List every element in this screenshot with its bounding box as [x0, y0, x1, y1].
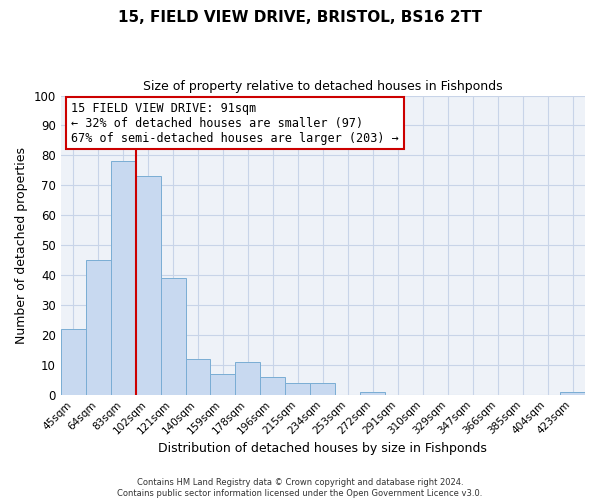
Bar [560, 392, 585, 394]
Bar [61, 329, 86, 394]
Title: Size of property relative to detached houses in Fishponds: Size of property relative to detached ho… [143, 80, 503, 93]
Bar [235, 362, 260, 394]
Bar [310, 383, 335, 394]
Bar [110, 162, 136, 394]
Bar [286, 383, 310, 394]
Text: 15 FIELD VIEW DRIVE: 91sqm
← 32% of detached houses are smaller (97)
67% of semi: 15 FIELD VIEW DRIVE: 91sqm ← 32% of deta… [71, 102, 399, 144]
Y-axis label: Number of detached properties: Number of detached properties [15, 146, 28, 344]
Bar [360, 392, 385, 394]
X-axis label: Distribution of detached houses by size in Fishponds: Distribution of detached houses by size … [158, 442, 487, 455]
Text: Contains HM Land Registry data © Crown copyright and database right 2024.
Contai: Contains HM Land Registry data © Crown c… [118, 478, 482, 498]
Bar [161, 278, 185, 394]
Bar [86, 260, 110, 394]
Text: 15, FIELD VIEW DRIVE, BRISTOL, BS16 2TT: 15, FIELD VIEW DRIVE, BRISTOL, BS16 2TT [118, 10, 482, 25]
Bar [136, 176, 161, 394]
Bar [260, 377, 286, 394]
Bar [211, 374, 235, 394]
Bar [185, 359, 211, 394]
